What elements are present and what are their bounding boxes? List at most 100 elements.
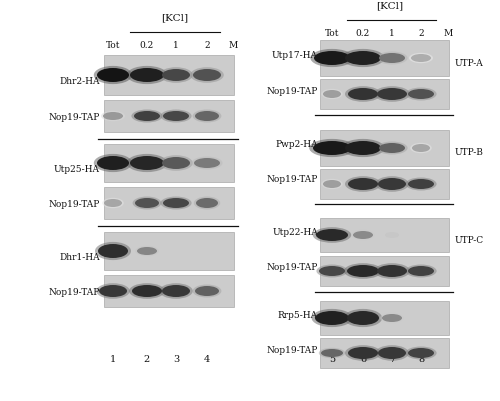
Text: Tot: Tot xyxy=(325,29,339,38)
Ellipse shape xyxy=(345,177,381,192)
Text: Dhr1-HA: Dhr1-HA xyxy=(60,253,100,262)
Ellipse shape xyxy=(319,348,345,358)
Ellipse shape xyxy=(159,156,193,171)
Text: 5: 5 xyxy=(329,354,335,363)
Text: 0.2: 0.2 xyxy=(140,41,154,50)
Text: Nop19-TAP: Nop19-TAP xyxy=(266,346,318,354)
Ellipse shape xyxy=(345,345,381,361)
Ellipse shape xyxy=(344,309,382,327)
Ellipse shape xyxy=(408,348,434,358)
Ellipse shape xyxy=(314,52,350,66)
Ellipse shape xyxy=(132,197,162,210)
Ellipse shape xyxy=(94,67,132,85)
Ellipse shape xyxy=(97,69,129,83)
Text: M: M xyxy=(228,41,237,50)
Text: Nop19-TAP: Nop19-TAP xyxy=(266,87,318,96)
Bar xyxy=(104,275,234,307)
Ellipse shape xyxy=(163,198,189,209)
Bar xyxy=(320,338,449,368)
Ellipse shape xyxy=(342,140,384,158)
Ellipse shape xyxy=(160,197,192,210)
Ellipse shape xyxy=(347,265,379,277)
Ellipse shape xyxy=(347,311,379,325)
Ellipse shape xyxy=(196,198,218,209)
Ellipse shape xyxy=(192,110,222,123)
Text: 4: 4 xyxy=(204,354,210,363)
Ellipse shape xyxy=(95,242,131,261)
Text: Dhr2-HA: Dhr2-HA xyxy=(60,77,100,86)
Ellipse shape xyxy=(162,158,190,170)
Ellipse shape xyxy=(375,177,409,192)
Ellipse shape xyxy=(410,144,432,154)
Ellipse shape xyxy=(313,228,351,243)
Text: 1: 1 xyxy=(173,41,179,50)
Ellipse shape xyxy=(135,198,159,209)
Text: UTP-A: UTP-A xyxy=(455,59,484,67)
Text: Utp25-HA: Utp25-HA xyxy=(54,165,100,174)
Ellipse shape xyxy=(378,347,406,359)
Bar xyxy=(320,256,449,286)
Ellipse shape xyxy=(377,265,407,277)
Ellipse shape xyxy=(411,55,431,63)
Text: [KCl]: [KCl] xyxy=(162,13,188,22)
Text: Nop19-TAP: Nop19-TAP xyxy=(266,175,318,184)
Ellipse shape xyxy=(103,113,123,121)
Text: 2: 2 xyxy=(418,29,424,38)
Bar xyxy=(320,219,449,252)
Text: 0.2: 0.2 xyxy=(356,29,370,38)
Text: Nop19-TAP: Nop19-TAP xyxy=(266,263,318,272)
Ellipse shape xyxy=(126,67,168,85)
Ellipse shape xyxy=(385,233,399,239)
Bar xyxy=(320,170,449,200)
Ellipse shape xyxy=(376,53,408,65)
Ellipse shape xyxy=(344,263,382,279)
Ellipse shape xyxy=(379,144,405,154)
Ellipse shape xyxy=(379,54,405,64)
Text: Nop19-TAP: Nop19-TAP xyxy=(48,200,100,209)
Ellipse shape xyxy=(406,265,436,278)
Text: Tot: Tot xyxy=(106,41,120,50)
Ellipse shape xyxy=(132,110,162,123)
Bar xyxy=(320,80,449,110)
Ellipse shape xyxy=(99,285,127,297)
Ellipse shape xyxy=(342,50,384,68)
Ellipse shape xyxy=(94,154,132,173)
Text: Rrp5-HA: Rrp5-HA xyxy=(278,311,318,320)
Ellipse shape xyxy=(194,197,220,210)
Ellipse shape xyxy=(408,266,434,276)
Ellipse shape xyxy=(321,349,343,357)
Bar xyxy=(104,233,234,270)
Text: UTP-C: UTP-C xyxy=(455,236,484,245)
Ellipse shape xyxy=(323,180,341,188)
Ellipse shape xyxy=(319,266,345,276)
Ellipse shape xyxy=(321,179,343,190)
Ellipse shape xyxy=(345,52,381,66)
Ellipse shape xyxy=(192,157,222,170)
Ellipse shape xyxy=(130,69,164,83)
Bar xyxy=(320,41,449,77)
Ellipse shape xyxy=(316,265,348,278)
Ellipse shape xyxy=(129,284,165,299)
Ellipse shape xyxy=(408,180,434,190)
Ellipse shape xyxy=(374,263,410,279)
Text: 1: 1 xyxy=(110,354,116,363)
Ellipse shape xyxy=(162,285,190,297)
Ellipse shape xyxy=(376,142,408,155)
Ellipse shape xyxy=(321,89,343,100)
Ellipse shape xyxy=(378,178,406,190)
Text: 8: 8 xyxy=(418,354,424,363)
Text: M: M xyxy=(444,29,452,38)
Ellipse shape xyxy=(316,229,348,241)
Bar xyxy=(320,131,449,166)
Ellipse shape xyxy=(126,154,168,173)
Ellipse shape xyxy=(408,90,434,100)
Bar xyxy=(104,188,234,219)
Ellipse shape xyxy=(159,68,193,83)
Ellipse shape xyxy=(195,112,219,122)
Text: 2: 2 xyxy=(204,41,210,50)
Text: 6: 6 xyxy=(360,354,366,363)
Ellipse shape xyxy=(409,54,433,64)
Ellipse shape xyxy=(323,91,341,99)
Text: 2: 2 xyxy=(144,354,150,363)
Ellipse shape xyxy=(374,87,410,103)
